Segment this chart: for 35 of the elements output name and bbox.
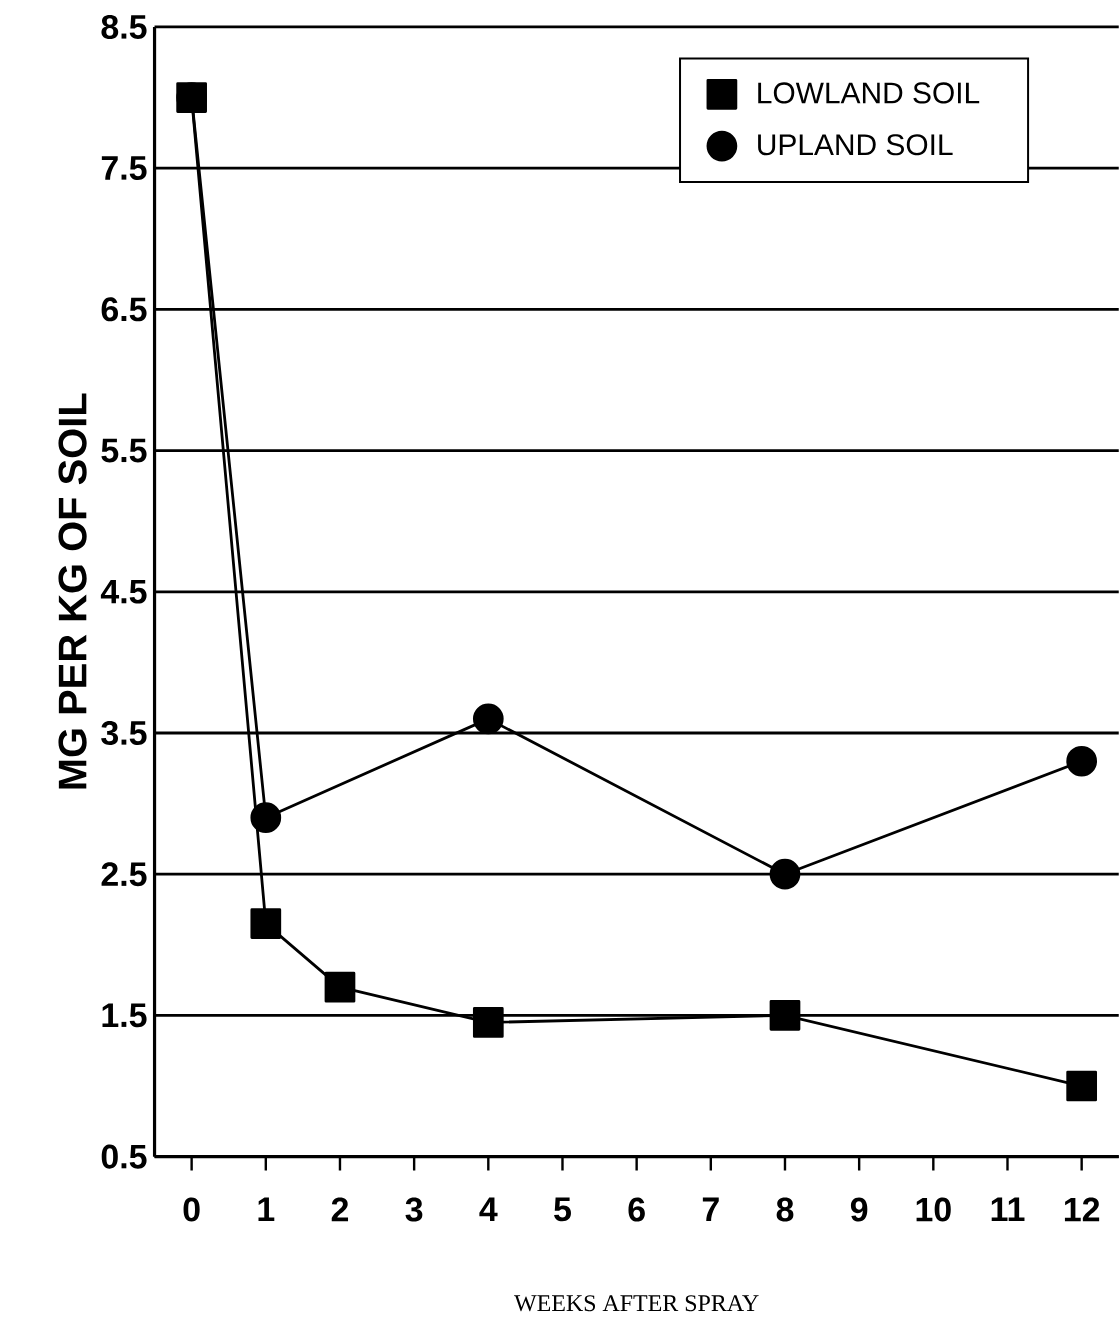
y-tick-label: 8.5 bbox=[101, 14, 147, 39]
y-axis-title: MG PER KG OF SOIL bbox=[58, 393, 87, 789]
x-tick-label: 0 bbox=[183, 1197, 200, 1222]
x-tick-label: 3 bbox=[405, 1197, 423, 1222]
x-tick-label: 10 bbox=[916, 1197, 951, 1222]
point bbox=[769, 858, 801, 890]
y-tick-label: 7.5 bbox=[101, 156, 147, 180]
x-axis-title: WEEKS AFTER SPRAY bbox=[513, 1295, 759, 1312]
point bbox=[324, 971, 356, 1003]
y-tick-label: 5.5 bbox=[101, 438, 147, 463]
y-tick-label: 4.5 bbox=[100, 579, 147, 604]
x-tick-label: 12 bbox=[1064, 1197, 1099, 1222]
point bbox=[472, 1007, 504, 1038]
x-tick-label: 9 bbox=[850, 1197, 868, 1222]
x-tick-label: 7 bbox=[702, 1197, 719, 1221]
x-tick-label: 5 bbox=[553, 1197, 571, 1222]
x-tick-label: 2 bbox=[331, 1197, 348, 1222]
point bbox=[250, 802, 282, 834]
x-tick-label: 6 bbox=[628, 1197, 645, 1222]
point bbox=[250, 908, 282, 939]
point bbox=[1066, 745, 1097, 777]
y-tick-label: 2.5 bbox=[101, 862, 147, 887]
x-tick-label: 8 bbox=[776, 1197, 794, 1222]
x-tick-label: 11 bbox=[991, 1197, 1025, 1221]
y-tick-label: 1.5 bbox=[102, 1003, 147, 1028]
y-tick-label: 0.5 bbox=[101, 1144, 147, 1169]
legend-label: LOWLAND SOIL bbox=[758, 82, 980, 104]
point bbox=[472, 703, 504, 735]
x-tick-label: 4 bbox=[479, 1197, 498, 1221]
point bbox=[1066, 1070, 1097, 1102]
x-tick-label: 1 bbox=[258, 1197, 275, 1221]
point bbox=[769, 1000, 801, 1031]
legend-label: UPLAND SOIL bbox=[757, 134, 953, 156]
y-tick-label: 6.5 bbox=[101, 297, 147, 322]
y-tick-label: 3.5 bbox=[101, 720, 147, 746]
